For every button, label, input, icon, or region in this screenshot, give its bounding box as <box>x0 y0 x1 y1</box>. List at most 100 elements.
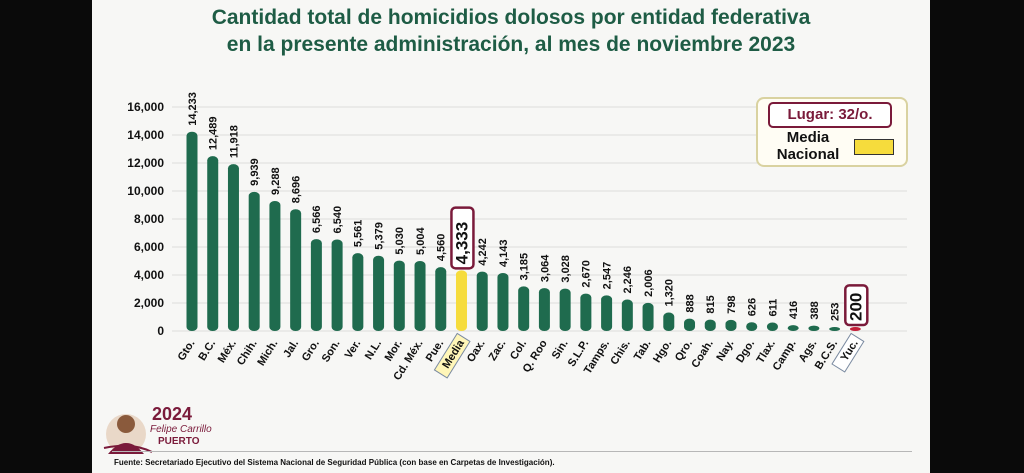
category-label: Coah. <box>689 338 715 370</box>
value-label: 626 <box>747 298 759 316</box>
bar-gto <box>186 131 198 331</box>
value-label-group: 626 <box>747 298 759 316</box>
category-label: Zac. <box>487 338 509 363</box>
bar-chih <box>248 191 260 331</box>
bar-mor <box>393 260 405 331</box>
value-label-group: 3,028 <box>560 255 572 283</box>
category-label-box <box>433 332 471 379</box>
value-label-group: 5,004 <box>415 227 427 255</box>
value-label: 12,489 <box>208 116 220 150</box>
logo-name: Felipe Carrillo <box>150 424 212 435</box>
value-label: 4,333 <box>452 222 471 265</box>
value-label-group: 9,939 <box>249 158 261 186</box>
value-label: 14,233 <box>187 92 199 126</box>
value-label: 4,143 <box>498 239 510 267</box>
y-tick-label: 14,000 <box>127 128 164 142</box>
media-label-line-1: Media <box>786 129 830 146</box>
bar-media <box>455 270 467 331</box>
value-label-group: 14,233 <box>187 92 199 126</box>
bar-nl <box>373 255 385 331</box>
value-label-group: 3,185 <box>519 253 531 281</box>
bar-ags <box>808 325 820 331</box>
value-label-group: 2,246 <box>622 266 634 294</box>
category-label-group: Sin. <box>550 338 571 361</box>
value-label: 888 <box>684 294 696 312</box>
value-label-group: 2,670 <box>581 260 593 288</box>
category-label-box <box>831 332 865 373</box>
logo-place: PUERTO <box>158 436 200 447</box>
value-label: 798 <box>726 295 738 313</box>
y-tick-label: 12,000 <box>127 156 164 170</box>
value-label-group: 4,333 <box>450 206 475 270</box>
category-label: Hgo. <box>651 338 674 365</box>
value-label-group: 200 <box>844 284 869 327</box>
media-nacional-swatch <box>854 139 894 155</box>
y-tick-label: 4,000 <box>134 268 164 282</box>
value-label: 3,028 <box>560 255 572 283</box>
category-label-group: Son. <box>320 338 343 365</box>
value-label: 9,939 <box>249 158 261 186</box>
category-label-group: Media <box>433 332 471 379</box>
bar-zac <box>497 272 509 331</box>
category-label-group: Dgo. <box>734 338 757 365</box>
value-label: 5,030 <box>394 227 406 255</box>
value-label-group: 5,030 <box>394 227 406 255</box>
value-label: 6,566 <box>311 206 323 234</box>
category-label-group: Coah. <box>689 338 715 370</box>
bar-jal <box>290 209 302 331</box>
value-label: 2,246 <box>622 266 634 294</box>
bar-nay <box>725 319 737 331</box>
category-label: Dgo. <box>734 338 757 365</box>
category-label-group: Mich. <box>255 338 280 368</box>
value-label-group: 6,566 <box>311 206 323 234</box>
category-label-group: Gto. <box>176 338 198 363</box>
bar-chis <box>621 299 633 331</box>
bar-yuc <box>849 327 861 331</box>
bar-tlax <box>766 322 778 331</box>
category-label-group: N.L. <box>363 338 384 362</box>
bar-camp <box>787 325 799 331</box>
value-label: 2,006 <box>643 269 655 297</box>
bar-coah <box>704 319 716 331</box>
bar-cdmx <box>414 260 426 331</box>
value-label: 416 <box>788 301 800 319</box>
value-label-group: 3,064 <box>539 254 551 282</box>
source-divider <box>112 451 912 452</box>
logo-year: 2024 <box>152 404 193 424</box>
value-label-group: 4,242 <box>477 238 489 266</box>
y-tick-label: 10,000 <box>127 184 164 198</box>
bar-col <box>518 286 530 331</box>
value-label-group: 611 <box>767 299 779 317</box>
value-labels: 14,233 12,489 11,918 9,939 9,288 8,696 6,566 6,… <box>187 92 869 327</box>
value-label-group: 8,696 <box>291 176 303 204</box>
category-label: Jal. <box>281 338 301 360</box>
category-label: Sin. <box>550 338 571 361</box>
bar-dgo <box>746 322 758 331</box>
category-label-group: Nay. <box>714 338 736 363</box>
value-label-highlight-box <box>450 206 475 270</box>
value-label-highlight-box <box>844 284 869 327</box>
value-label-group: 815 <box>705 295 717 313</box>
y-axis-tick-labels: 0 2,000 4,000 6,000 8,000 10,000 12,000 14,000 1… <box>127 100 164 338</box>
category-label-group: Jal. <box>281 338 301 360</box>
value-label-group: 2,006 <box>643 269 655 297</box>
media-label-line-2: Nacional <box>776 146 840 163</box>
y-tick-label: 2,000 <box>134 296 164 310</box>
media-nacional-label: Media Nacional <box>762 129 854 163</box>
category-label-group: Zac. <box>487 338 509 363</box>
bar-slp <box>580 293 592 331</box>
value-label: 5,561 <box>353 220 365 248</box>
bar-mx <box>227 164 239 331</box>
x-axis-category-labels: Gto.B.C.Méx.Chih.Mich. Jal.Gro.Son. Ver. N.… <box>176 332 865 383</box>
value-label: 4,560 <box>436 234 448 262</box>
bar-mich <box>269 200 281 331</box>
bar-son <box>331 239 343 331</box>
y-tick-label: 8,000 <box>134 212 164 226</box>
value-label-group: 4,560 <box>436 234 448 262</box>
bar-gro <box>310 239 322 331</box>
value-label: 815 <box>705 295 717 313</box>
value-label: 3,064 <box>539 254 551 282</box>
bar-qro <box>684 318 696 331</box>
category-label-group: Ver. <box>343 338 364 361</box>
value-label: 5,379 <box>373 222 385 250</box>
